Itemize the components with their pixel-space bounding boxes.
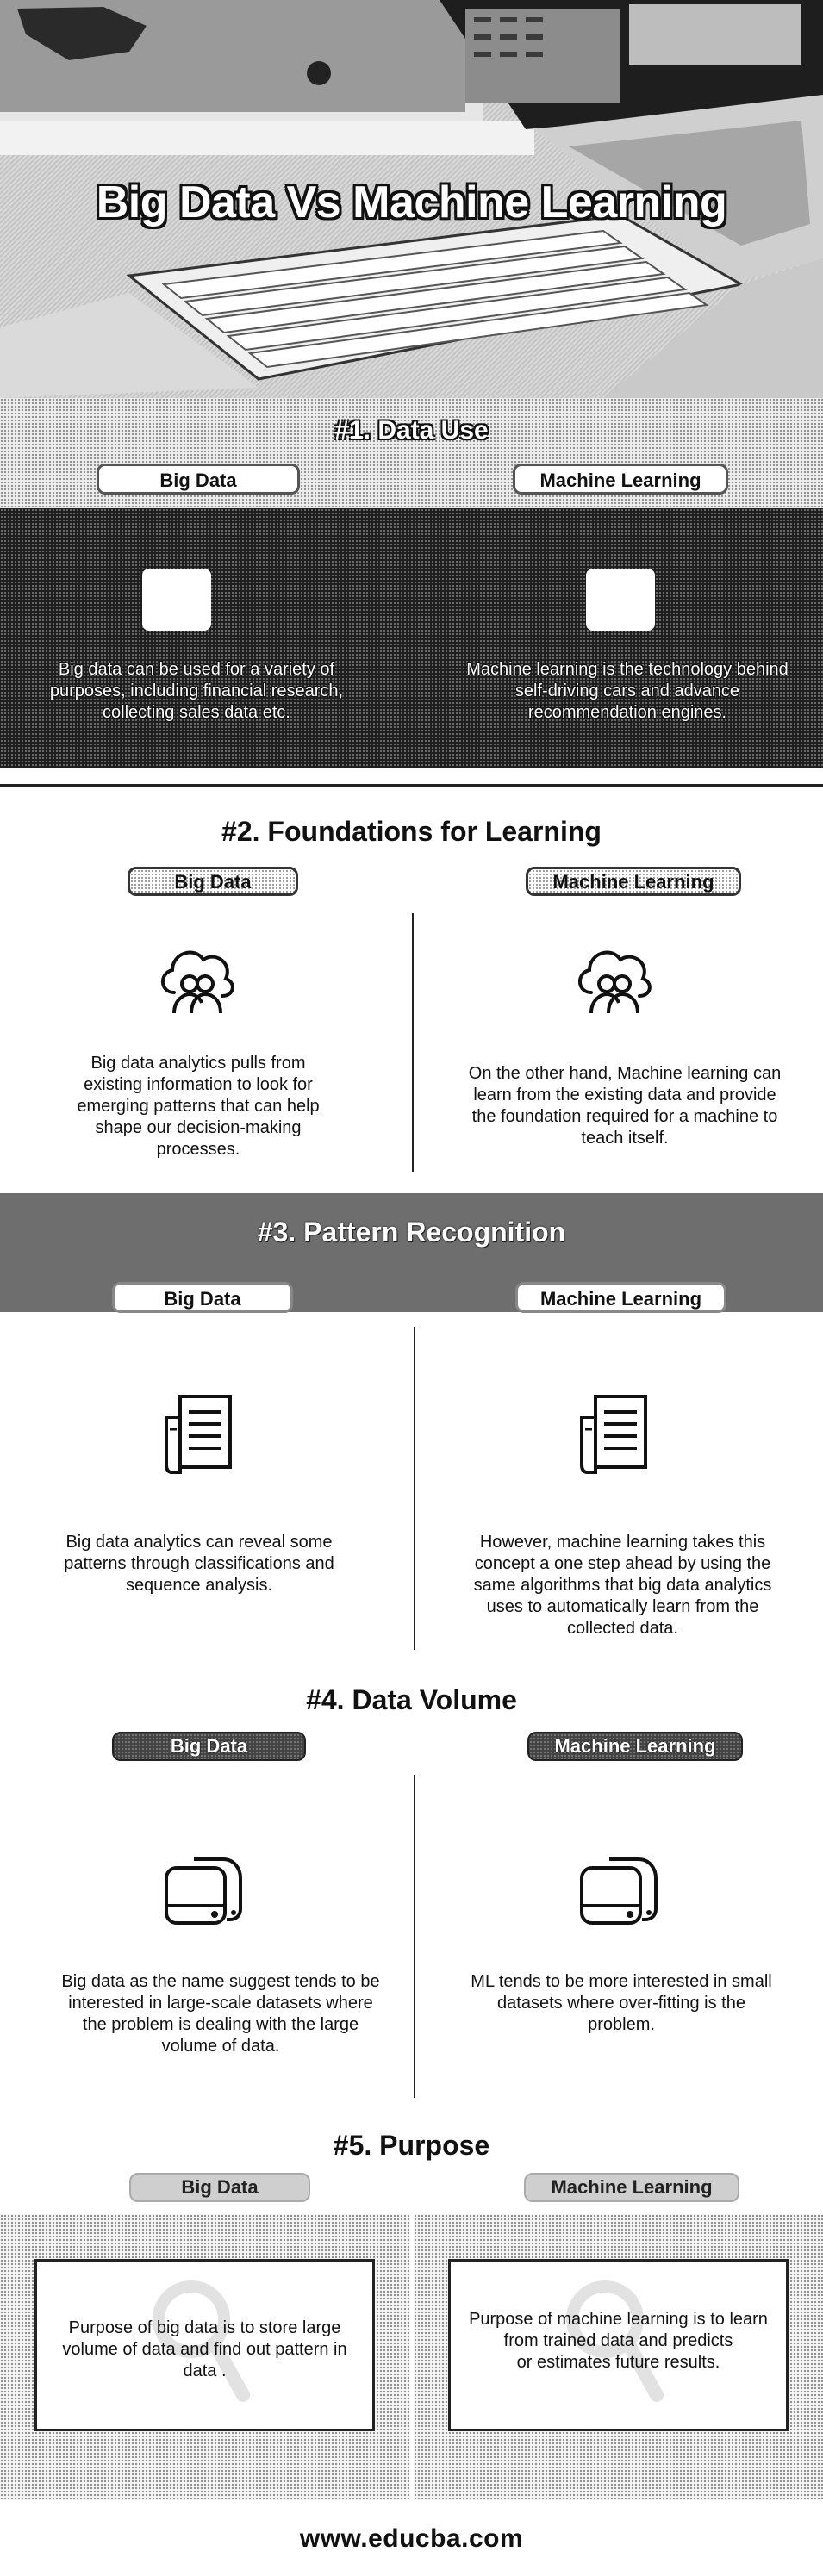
section-5-machine-learning-text-line-1: Purpose of machine learning is to learn … [469, 2310, 768, 2350]
magnifier-icon [153, 2280, 250, 2402]
magnifier-icon [566, 2280, 664, 2402]
section-3-title: #3. Pattern Recognition [257, 1216, 566, 1248]
section-3-column-divider [414, 1327, 415, 1650]
document-list-icon [165, 1395, 232, 1474]
section-4-column-divider [414, 1775, 415, 2098]
section-1-big-data-text: Big data can be used for a variety of pu… [49, 660, 344, 722]
hero-photo-illustration [0, 0, 823, 398]
section-5-machine-learning-pill: Machine Learning [524, 2173, 739, 2202]
section-3-machine-learning-text: However, machine learning takes this con… [473, 1533, 772, 1638]
document-list-icon [580, 1395, 647, 1474]
section-5-machine-learning-text-line-2: or estimates future results. [516, 2353, 720, 2372]
section-4-title: #4. Data Volume [306, 1684, 517, 1715]
section-1-big-data-icon [142, 569, 211, 631]
section-3-big-data-text: Big data analytics can reveal some patte… [64, 1533, 334, 1595]
storage-drives-icon [580, 1857, 658, 1925]
section-2-big-data-pill: Big Data [128, 867, 298, 896]
section-4-big-data-text: Big data as the name suggest tends to be… [61, 1972, 380, 2056]
section-3-machine-learning-pill: Machine Learning [515, 1282, 726, 1313]
section-2-machine-learning-text: On the other hand, Machine learning can … [468, 1064, 782, 1148]
section-2-machine-learning-pill: Machine Learning [526, 867, 741, 896]
section-5-big-data-pill: Big Data [129, 2173, 310, 2202]
section-5-machine-learning-text: Purpose of machine learning is to learn … [458, 2309, 778, 2374]
section-4-big-data-pill: Big Data [112, 1732, 306, 1761]
section-3-big-data-pill: Big Data [112, 1282, 293, 1313]
section-1-title: #1. Data Use [334, 416, 489, 445]
hero-banner: Big Data Vs Machine Learning [0, 0, 823, 398]
section-4-machine-learning-text: ML tends to be more interested in small … [471, 1972, 772, 2034]
section-5-title: #5. Purpose [333, 2130, 490, 2161]
section-2-column-divider [412, 913, 414, 1172]
section-1-big-data-pill: Big Data [97, 464, 300, 495]
section-1-machine-learning-pill: Machine Learning [513, 464, 728, 495]
footer-url[interactable]: www.educba.com [299, 2524, 524, 2553]
section-1-machine-learning-icon [586, 569, 655, 631]
users-cloud-icon [578, 950, 652, 1014]
section-divider [0, 784, 823, 787]
section-1-machine-learning-text: Machine learning is the technology behin… [466, 660, 789, 722]
section-5-big-data-text: Purpose of big data is to store large vo… [62, 2318, 347, 2380]
users-cloud-icon [161, 950, 234, 1014]
section-5-column-gap [410, 2214, 414, 2500]
section-2-title: #2. Foundations for Learning [221, 816, 602, 847]
section-4-machine-learning-pill: Machine Learning [527, 1732, 743, 1761]
hero-title: Big Data Vs Machine Learning [96, 177, 727, 227]
section-1-dark-panel [0, 508, 823, 768]
storage-drives-icon [165, 1857, 242, 1925]
section-2-big-data-text: Big data analytics pulls from existing i… [77, 1054, 320, 1159]
